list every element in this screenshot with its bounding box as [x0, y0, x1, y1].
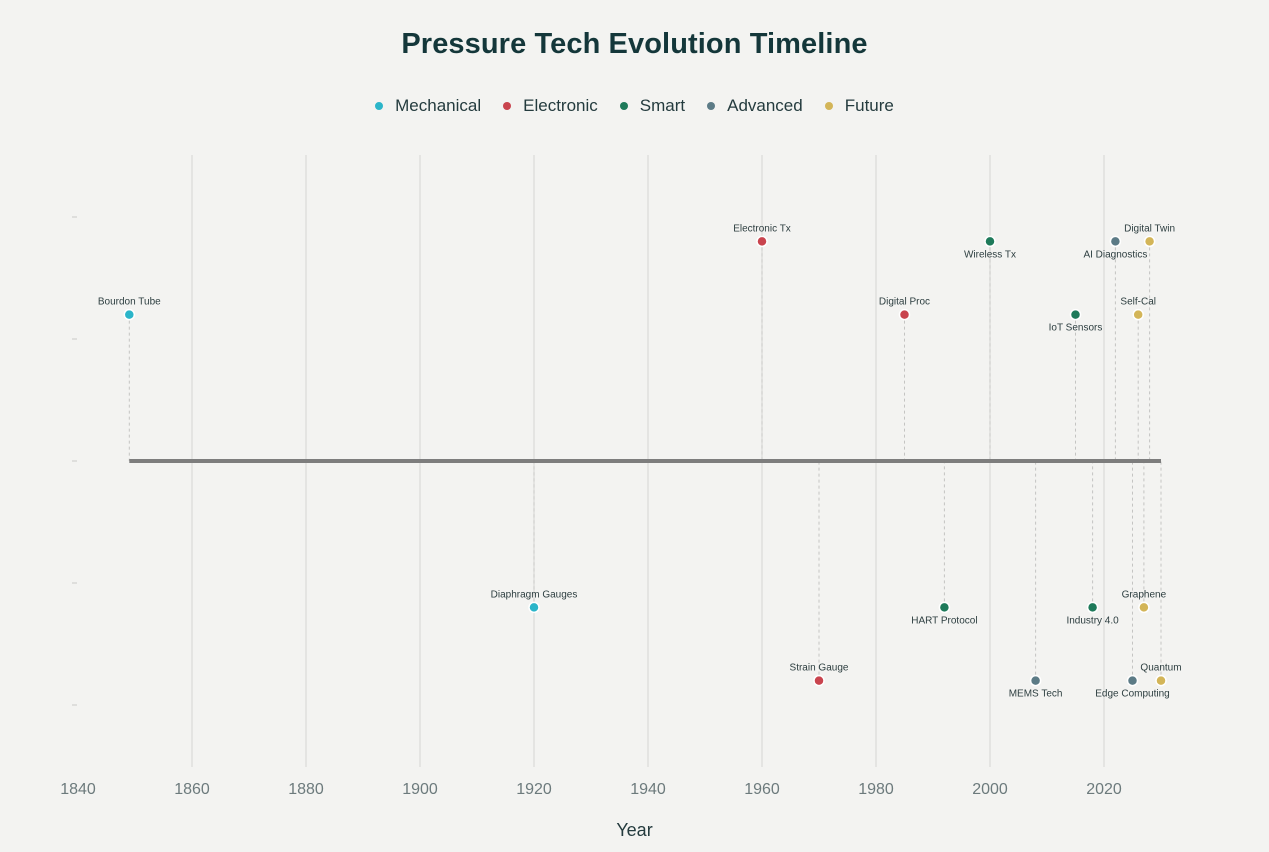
event-label-hart-protocol: HART Protocol — [911, 615, 977, 626]
legend-item-smart[interactable]: Smart — [619, 96, 686, 116]
event-label-graphene: Graphene — [1122, 589, 1167, 600]
event-point-electronic-tx — [756, 235, 768, 248]
event-point-wireless-tx — [984, 235, 996, 248]
event-label-edge-computing: Edge Computing — [1095, 689, 1170, 700]
connector-layer — [128, 241, 1162, 681]
x-tick-label-1940: 1940 — [630, 781, 666, 798]
event-point-graphene — [1138, 601, 1150, 614]
event-point-diaphragm-gauges — [528, 601, 540, 614]
ticks-layer: 1840 1860 1880 1900 1920 1940 1960 1980 2000 2020 — [60, 216, 1122, 798]
x-tick-label-1920: 1920 — [516, 781, 552, 798]
x-tick-label-1880: 1880 — [288, 781, 324, 798]
event-label-diaphragm-gauges: Diaphragm Gauges — [491, 589, 578, 600]
event-label-electronic-tx: Electronic Tx — [733, 223, 791, 234]
event-label-ai-diagnostics: AI Diagnostics — [1083, 249, 1147, 260]
labels-layer: Bourdon Tube Diaphragm Gauges Electronic T… — [98, 223, 1182, 699]
event-point-hart-protocol — [938, 601, 951, 614]
legend-item-electronic[interactable]: Electronic — [503, 96, 598, 116]
event-label-mems-tech: MEMS Tech — [1009, 689, 1063, 700]
event-label-self-cal: Self-Cal — [1120, 297, 1156, 308]
event-point-iot-sensors — [1069, 308, 1082, 321]
legend-item-advanced[interactable]: Advanced — [707, 96, 803, 116]
event-label-digital-twin: Digital Twin — [1124, 223, 1175, 234]
legend-item-future[interactable]: Future — [824, 96, 894, 116]
event-point-bourdon-tube — [123, 308, 136, 321]
x-tick-label-2000: 2000 — [972, 781, 1008, 798]
legend-marker-advanced — [707, 102, 716, 110]
event-point-digital-twin — [1143, 235, 1156, 248]
event-point-strain-gauge — [813, 674, 825, 687]
legend-label-future: Future — [844, 96, 894, 115]
event-label-bourdon-tube: Bourdon Tube — [98, 297, 161, 308]
x-tick-label-1840: 1840 — [60, 781, 96, 798]
legend-item-mechanical[interactable]: Mechanical — [375, 96, 481, 116]
event-label-quantum: Quantum — [1140, 663, 1181, 674]
event-point-edge-computing — [1126, 674, 1139, 687]
chart-title: Pressure Tech Evolution Timeline — [401, 28, 868, 60]
legend-marker-mechanical — [375, 102, 384, 110]
event-point-industry-4-0 — [1086, 601, 1099, 614]
event-point-ai-diagnostics — [1109, 235, 1122, 248]
legend-label-mechanical: Mechanical — [395, 96, 482, 115]
event-point-digital-proc — [898, 308, 911, 321]
x-axis-title: Year — [616, 820, 653, 840]
event-point-self-cal — [1132, 308, 1144, 321]
event-label-wireless-tx: Wireless Tx — [964, 249, 1016, 260]
x-tick-label-1860: 1860 — [174, 781, 210, 798]
event-label-digital-proc: Digital Proc — [879, 297, 930, 308]
legend: Mechanical Electronic Smart Advanced Fut… — [0, 96, 1269, 116]
x-tick-label-1980: 1980 — [858, 781, 894, 798]
event-label-industry-4-0: Industry 4.0 — [1066, 615, 1119, 626]
legend-label-electronic: Electronic — [523, 96, 598, 115]
x-tick-label-2020: 2020 — [1086, 781, 1122, 798]
legend-label-advanced: Advanced — [727, 96, 803, 115]
event-point-mems-tech — [1029, 674, 1042, 687]
x-tick-label-1900: 1900 — [402, 781, 438, 798]
legend-label-smart: Smart — [639, 96, 686, 115]
event-label-iot-sensors: IoT Sensors — [1049, 323, 1103, 334]
points-layer — [123, 235, 1167, 687]
event-point-quantum — [1155, 674, 1167, 687]
legend-marker-future — [824, 102, 833, 110]
legend-marker-electronic — [503, 102, 512, 110]
x-tick-label-1960: 1960 — [744, 781, 780, 798]
legend-marker-smart — [619, 102, 628, 110]
event-label-strain-gauge: Strain Gauge — [790, 663, 849, 674]
